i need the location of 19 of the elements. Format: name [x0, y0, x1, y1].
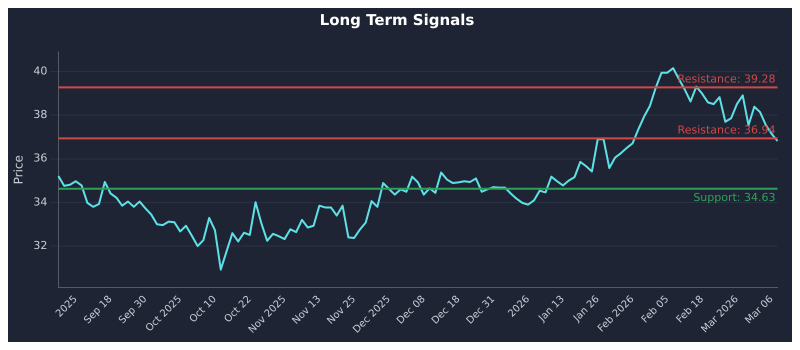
y-tick-label: 34	[33, 195, 48, 208]
chart-title: Long Term Signals	[320, 10, 474, 29]
x-tick-label: Oct 22	[222, 294, 254, 326]
y-tick-label: 38	[33, 108, 48, 122]
y-tick-label: 36	[33, 152, 48, 165]
x-tick-label: Oct 10	[188, 294, 219, 326]
x-tick-label: Feb 05	[640, 294, 672, 326]
x-tick-label: Nov 13	[290, 294, 324, 327]
x-tick-label: Jan 26	[571, 294, 602, 325]
x-tick-label: Mar 06	[743, 294, 776, 326]
x-tick-label: Dec 08	[394, 294, 428, 327]
y-axis-title: Price	[11, 155, 26, 184]
ref-line-label: Support: 34.63	[693, 191, 776, 204]
y-tick-label: 32	[33, 238, 48, 252]
y-tick-label: 40	[33, 64, 48, 78]
x-tick-label: Dec 31	[464, 294, 498, 327]
x-tick-label: Jan 13	[536, 294, 567, 325]
x-tick-label: Dec 18	[430, 294, 463, 327]
x-tick-label: Sep 18	[82, 294, 115, 326]
